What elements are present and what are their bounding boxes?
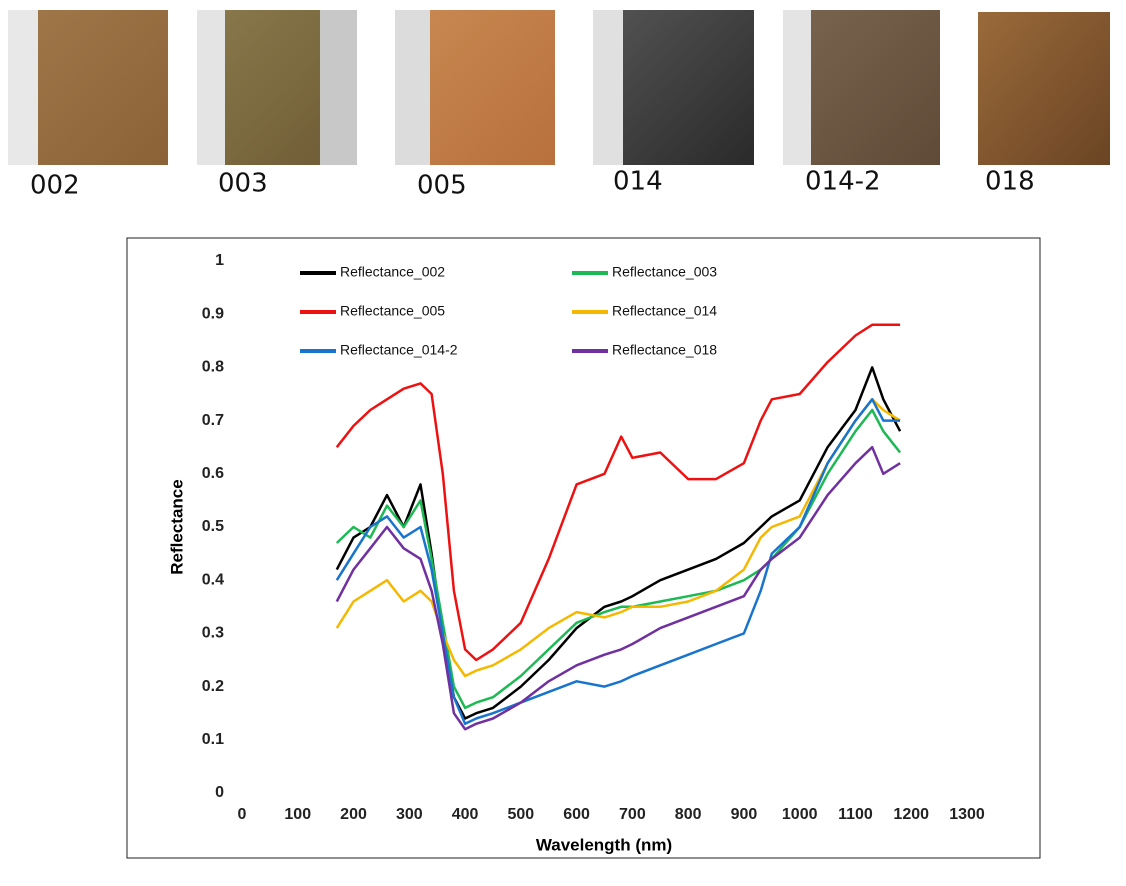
series-line [335, 323, 901, 662]
ruler [593, 10, 623, 165]
ruler [395, 10, 430, 165]
x-tick-label: 1000 [782, 806, 818, 823]
x-tick-label: 1100 [838, 806, 873, 823]
series-line [335, 398, 901, 726]
photo-label: 014-2 [805, 167, 881, 197]
photo-label: 018 [985, 167, 1035, 197]
y-tick-label: 0.7 [202, 412, 224, 429]
chart-frame [126, 237, 1041, 859]
photo-label: 003 [218, 169, 268, 199]
x-tick-label: 800 [675, 806, 702, 823]
photo-label: 005 [417, 171, 467, 201]
photos: 002 003 005 014 014-2 018 [8, 10, 1110, 201]
y-tick-label: 0.3 [202, 625, 224, 642]
y-tick-label: 0.5 [202, 518, 224, 535]
legend-label: Reflectance_005 [340, 303, 445, 319]
y-tick-label: 0 [215, 784, 224, 801]
x-tick-label: 1300 [949, 806, 985, 823]
y-tick-label: 0.1 [202, 731, 224, 748]
legend-label: Reflectance_002 [340, 264, 445, 280]
y-tick-label: 0.6 [202, 465, 224, 482]
y-axis-title: Reflectance [167, 479, 186, 574]
x-tick-label: 600 [563, 806, 590, 823]
x-tick-label: 1200 [893, 806, 929, 823]
photo-label: 002 [30, 171, 80, 201]
y-tick-label: 0.9 [202, 305, 224, 322]
series-line [335, 445, 901, 731]
y-tick-label: 0.4 [202, 571, 224, 588]
legend-label: Reflectance_014-2 [340, 342, 458, 358]
legend-label: Reflectance_003 [612, 264, 717, 280]
photo [978, 12, 1110, 165]
series-line [335, 398, 901, 678]
x-tick-label: 100 [284, 806, 311, 823]
y-tick-label: 0.8 [202, 359, 224, 376]
legend-label: Reflectance_014 [612, 303, 717, 319]
foil [320, 10, 357, 165]
x-tick-label: 0 [238, 806, 247, 823]
ruler [197, 10, 225, 165]
x-tick-label: 200 [340, 806, 367, 823]
x-tick-label: 500 [507, 806, 534, 823]
x-axis-title: Wavelength (nm) [536, 835, 672, 854]
x-tick-label: 900 [731, 806, 758, 823]
legend-label: Reflectance_018 [612, 342, 717, 358]
x-tick-label: 300 [396, 806, 423, 823]
ruler [8, 10, 38, 165]
photo-label: 014 [613, 167, 663, 197]
y-tick-label: 1 [215, 252, 224, 269]
ruler [783, 10, 811, 165]
x-tick-label: 700 [619, 806, 646, 823]
x-tick-label: 400 [452, 806, 479, 823]
y-tick-label: 0.2 [202, 678, 224, 695]
